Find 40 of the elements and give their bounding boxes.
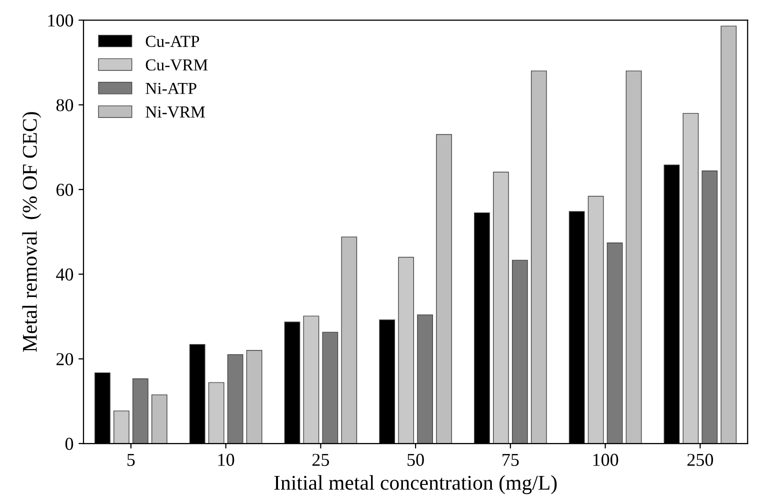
bar	[720, 26, 737, 444]
x-tick-label: 10	[218, 454, 234, 466]
y-tick-label: 40	[56, 268, 74, 281]
bar	[246, 350, 262, 444]
bar	[588, 196, 604, 444]
x-tick-label: 5	[127, 454, 135, 466]
bar	[512, 260, 528, 444]
bar	[322, 332, 338, 444]
x-tick-label: 25	[312, 454, 329, 466]
y-axis-title: Metal removal (% OF CEC)	[22, 112, 42, 352]
x-tick-label: 50	[408, 454, 424, 466]
legend-label: Ni-VRM	[146, 106, 205, 118]
bar	[606, 242, 623, 444]
y-tick-label: 80	[56, 99, 74, 112]
bar	[626, 70, 642, 444]
bar	[417, 314, 433, 444]
bar	[436, 134, 452, 444]
legend-label: Cu-VRM	[146, 59, 208, 71]
bar	[114, 410, 130, 444]
y-tick-label: 100	[48, 14, 74, 27]
bar	[493, 172, 509, 444]
bar	[208, 382, 224, 444]
y-tick-label: 60	[56, 184, 74, 196]
legend-label: Ni-ATP	[146, 82, 196, 94]
bar	[702, 170, 718, 444]
bar	[341, 236, 358, 444]
bar	[398, 256, 414, 444]
x-tick-label: 100	[593, 454, 618, 466]
bar	[227, 354, 244, 444]
x-axis-title: Initial metal concentration (mg/L)	[274, 475, 557, 494]
bar	[132, 378, 148, 444]
bar	[303, 316, 320, 444]
bar	[530, 70, 547, 444]
legend-label: Cu-ATP	[146, 36, 200, 47]
y-tick-label: 0	[65, 438, 74, 450]
x-tick-label: 75	[502, 454, 519, 466]
x-tick-label: 250	[687, 454, 714, 466]
bar	[151, 394, 168, 444]
bar	[682, 112, 699, 444]
y-tick-label: 20	[56, 353, 74, 366]
